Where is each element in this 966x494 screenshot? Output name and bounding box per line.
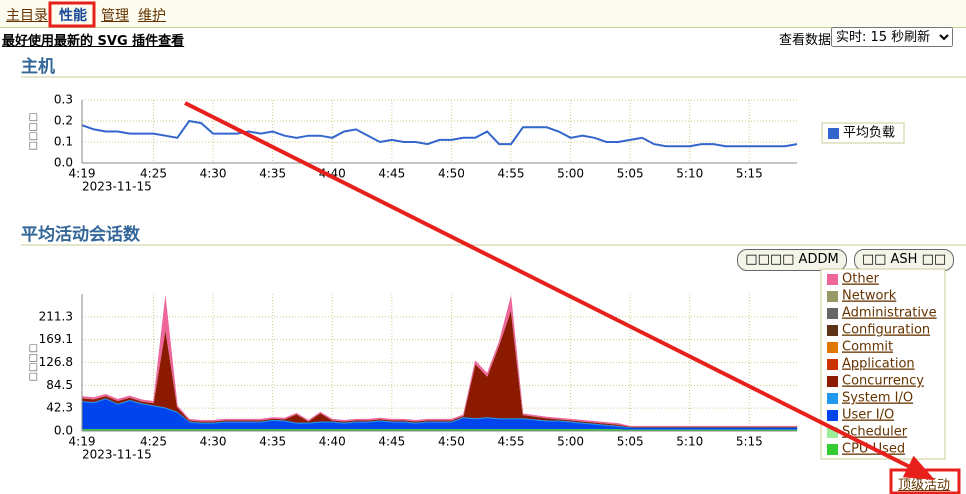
y-tick-label: 126.8: [39, 355, 73, 369]
legend-box: [821, 122, 905, 144]
y-tick-label: 0.1: [54, 135, 73, 149]
x-tick-label: 4:35: [259, 435, 286, 449]
legend-swatch: [827, 444, 838, 455]
y-axis-label: □□□□: [28, 113, 39, 151]
legend-swatch: [828, 128, 839, 139]
legend-swatch: [827, 359, 838, 370]
y-tick-label: 211.3: [39, 309, 73, 323]
x-tick-label: 5:15: [736, 435, 763, 449]
tab[interactable]: 主目录: [6, 8, 48, 24]
section-title: 主机: [21, 56, 55, 77]
view-label: 查看数据: [779, 33, 832, 48]
x-tick-label: 5:05: [617, 435, 644, 449]
x-tick-label: 5:05: [617, 167, 644, 181]
legend-label: System I/O: [842, 391, 913, 406]
highlight-box: [48, 1, 96, 28]
addm-button[interactable]: □□□□ ADDM: [737, 249, 847, 271]
y-tick-label: 42.3: [46, 401, 73, 415]
y-tick-label: 0.3: [54, 93, 73, 107]
annotation-arrow: [184, 101, 913, 470]
legend-swatch: [827, 291, 838, 302]
legend-swatch: [827, 342, 838, 353]
x-tick-label: 4:35: [259, 167, 286, 181]
y-axis-label: □□□□: [28, 344, 39, 382]
legend-label: User I/O: [842, 408, 894, 423]
legend-label: Commit: [842, 340, 893, 355]
x-tick-label: 4:45: [378, 167, 405, 181]
legend-label: Concurrency: [842, 374, 924, 389]
legend-swatch: [827, 410, 838, 421]
x-tick-label: 4:25: [140, 435, 167, 449]
ash-button[interactable]: □□ ASH □□: [854, 249, 954, 271]
x-tick-label: 4:45: [378, 435, 405, 449]
annotation-arrowhead: [902, 455, 935, 480]
view-select[interactable]: 实时: 15 秒刷新: [831, 27, 953, 47]
x-tick-label: 5:15: [736, 167, 763, 181]
x-tick-label: 4:50: [438, 167, 465, 181]
x-tick-label: 4:19: [69, 435, 96, 449]
legend-label: Configuration: [842, 323, 930, 338]
y-tick-label: 169.1: [39, 332, 73, 346]
legend-swatch: [827, 274, 838, 285]
x-tick-label: 4:55: [498, 435, 525, 449]
x-tick-label: 4:55: [498, 167, 525, 181]
y-tick-label: 0.0: [54, 424, 73, 438]
top-activity-link[interactable]: 顶级活动: [898, 478, 951, 493]
x-tick-label: 4:30: [200, 435, 227, 449]
legend-label: Application: [842, 357, 915, 372]
tab[interactable]: 维护: [138, 8, 166, 24]
x-date-label: 2023-11-15: [82, 448, 152, 462]
legend-swatch: [827, 427, 838, 438]
notice: 最好使用最新的 SVG 插件查看: [2, 34, 185, 49]
legend-label: Scheduler: [842, 425, 908, 440]
legend-label: Other: [842, 272, 880, 287]
x-tick-label: 4:25: [140, 167, 167, 181]
x-tick-label: 5:10: [676, 435, 703, 449]
y-tick-label: 0.2: [54, 114, 73, 128]
x-tick-label: 5:10: [676, 167, 703, 181]
x-tick-label: 4:40: [319, 167, 346, 181]
legend-box: [820, 268, 946, 460]
legend-label: Administrative: [842, 306, 937, 321]
legend-label: 平均负载: [843, 126, 895, 141]
legend-swatch: [827, 376, 838, 387]
tab-bar: 主目录 性能 管理 维护: [0, 0, 966, 28]
line: [81, 119, 798, 148]
x-tick-label: 5:00: [557, 435, 584, 449]
x-tick-label: 4:19: [69, 167, 96, 181]
legend-swatch: [827, 393, 838, 404]
tab-active[interactable]: 性能: [59, 8, 87, 24]
y-tick-label: 0.0: [54, 156, 73, 170]
y-tick-label: 84.5: [46, 378, 73, 392]
tab[interactable]: 管理: [101, 8, 129, 24]
area: [81, 296, 798, 427]
x-tick-label: 5:00: [557, 167, 584, 181]
x-date-label: 2023-11-15: [82, 180, 152, 194]
x-tick-label: 4:40: [319, 435, 346, 449]
x-tick-label: 4:30: [200, 167, 227, 181]
x-tick-label: 4:50: [438, 435, 465, 449]
legend-swatch: [827, 308, 838, 319]
legend-swatch: [827, 325, 838, 336]
section-title: 平均活动会话数: [21, 224, 141, 245]
legend-label: Network: [842, 289, 897, 304]
